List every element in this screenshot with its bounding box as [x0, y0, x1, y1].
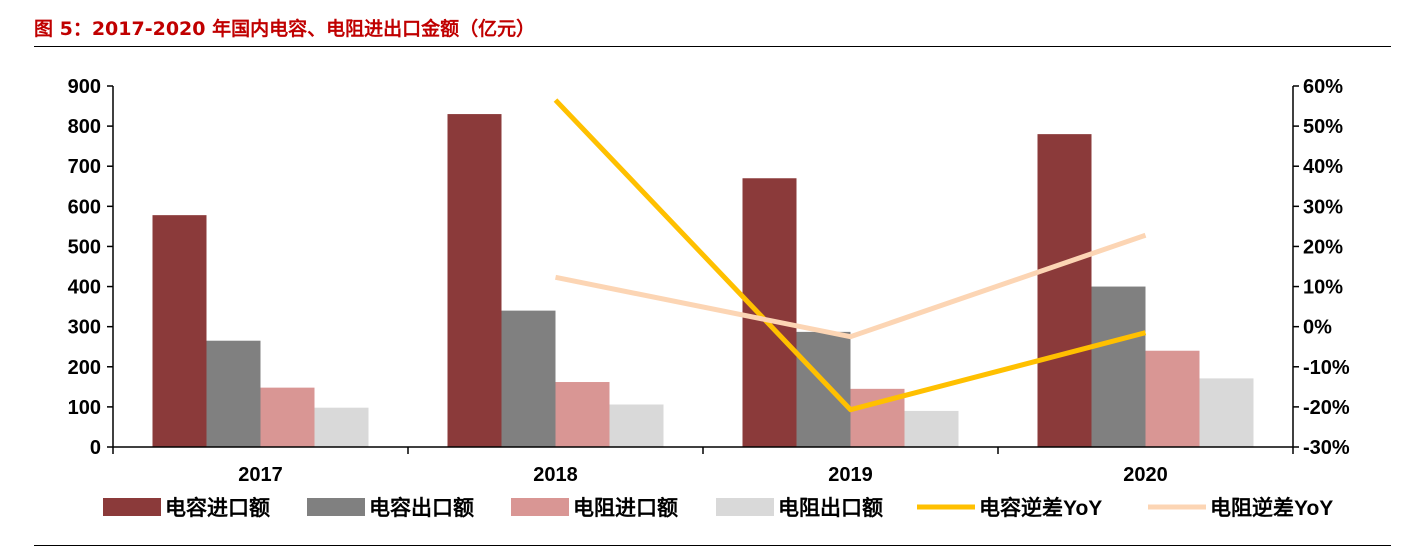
legend-swatch-1	[307, 498, 365, 516]
y-left-tick-label: 600	[68, 196, 101, 218]
y-right-tick-label: -10%	[1303, 357, 1350, 379]
y-left-tick-label: 400	[68, 277, 101, 299]
y-right-tick-label: 50%	[1303, 116, 1343, 138]
x-tick-label: 2018	[533, 464, 578, 486]
bar-3-1	[609, 404, 664, 447]
y-right-tick-label: 30%	[1303, 196, 1343, 218]
figure-title: 图 5：2017-2020 年国内电容、电阻进出口金额（亿元）	[34, 18, 536, 40]
bar-3-3	[1199, 378, 1254, 447]
bar-3-2	[904, 410, 959, 447]
y-right-tick-label: 10%	[1303, 277, 1343, 299]
bar-2-1	[555, 382, 610, 447]
x-tick-label: 2017	[238, 464, 283, 486]
bar-2-3	[1145, 350, 1200, 447]
legend-label-2: 电阻进口额	[573, 497, 678, 520]
bar-0-1	[447, 114, 502, 448]
axes-layer: 0 100 200 300 400 500 600 700 800 900 -30% -20% -10%…	[68, 76, 1350, 486]
x-tick-label: 2019	[828, 464, 873, 486]
bar-1-3	[1091, 286, 1146, 447]
series-line-5	[555, 232, 1147, 340]
lines-layer	[553, 98, 1147, 413]
legend: 电容进口额 电容出口额 电阻进口额 电阻出口额 电容逆差YoY 电阻逆差YoY	[103, 496, 1333, 520]
bars-layer	[152, 114, 1254, 448]
x-tick-label: 2020	[1123, 464, 1168, 486]
bar-1-0	[206, 340, 261, 447]
y-left-tick-label: 700	[68, 156, 101, 178]
y-right-tick-label: 0%	[1303, 317, 1332, 339]
bottom-rule	[34, 545, 1391, 546]
legend-label-5: 电阻逆差YoY	[1210, 496, 1333, 520]
legend-label-3: 电阻出口额	[778, 497, 883, 520]
bar-0-2	[742, 178, 797, 447]
y-left-tick-label: 0	[90, 437, 101, 459]
y-left-tick-label: 900	[68, 76, 101, 98]
y-right-tick-label: 40%	[1303, 156, 1343, 178]
legend-label-0: 电容进口额	[165, 496, 270, 520]
legend-label-1: 电容出口额	[369, 496, 474, 520]
bar-0-0	[152, 215, 207, 447]
y-left-tick-label: 300	[68, 317, 101, 339]
bar-1-1	[501, 310, 556, 447]
y-left-tick-label: 500	[68, 236, 101, 258]
y-left-tick-label: 800	[68, 116, 101, 138]
bar-3-0	[314, 407, 369, 447]
legend-swatch-3	[716, 498, 774, 516]
y-left-tick-label: 100	[68, 397, 101, 419]
legend-swatch-0	[103, 498, 161, 516]
bar-0-3	[1037, 134, 1092, 447]
y-right-tick-label: 20%	[1303, 236, 1343, 258]
bar-2-0	[260, 387, 315, 447]
y-right-tick-label: 60%	[1303, 76, 1343, 98]
y-right-tick-label: -20%	[1303, 397, 1350, 419]
series-line-4	[553, 98, 1147, 413]
y-right-tick-label: -30%	[1303, 437, 1350, 459]
y-left-tick-label: 200	[68, 357, 101, 379]
bar-1-2	[796, 331, 851, 447]
legend-label-4: 电容逆差YoY	[979, 496, 1102, 520]
top-rule	[34, 46, 1391, 47]
legend-swatch-2	[511, 498, 569, 516]
